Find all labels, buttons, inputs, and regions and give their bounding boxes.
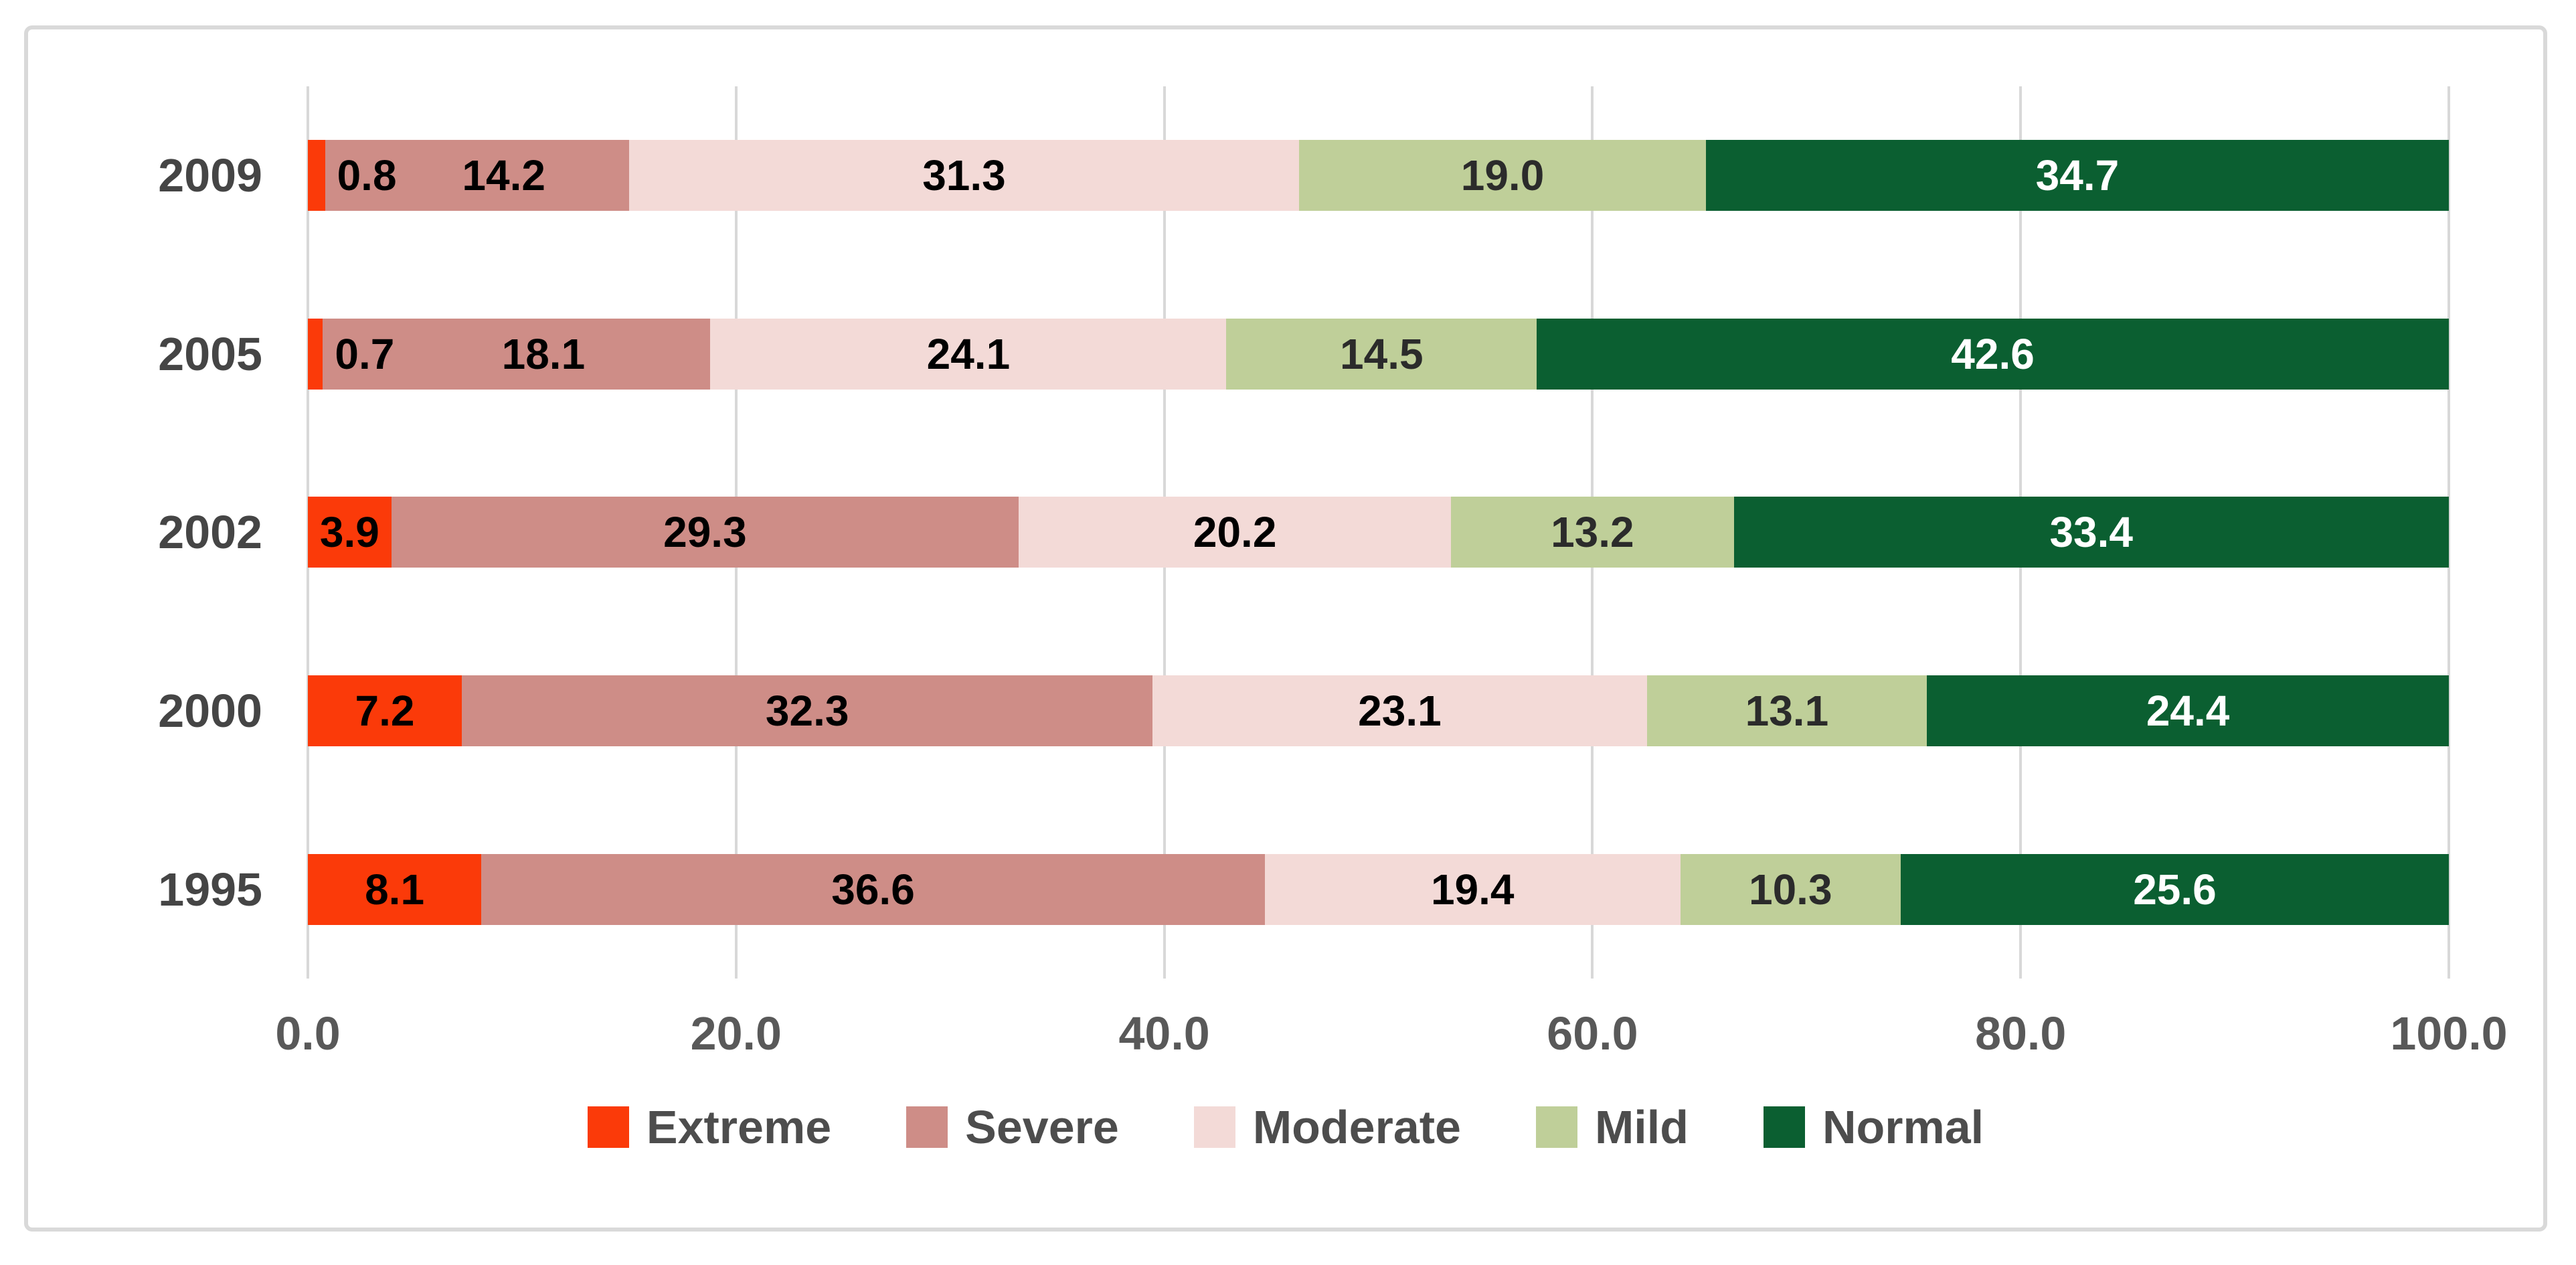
bar-segment-extreme: 7.2 bbox=[308, 675, 462, 747]
category-label: 2002 bbox=[158, 506, 262, 559]
data-label: 14.2 bbox=[462, 151, 545, 200]
legend-item-extreme: Extreme bbox=[587, 1100, 832, 1154]
data-label: 20.2 bbox=[1193, 508, 1277, 557]
category-label: 2009 bbox=[158, 149, 262, 202]
bar-segment-moderate: 24.1 bbox=[710, 318, 1227, 390]
bar-segment-moderate: 23.1 bbox=[1152, 675, 1647, 747]
legend-marker-icon bbox=[587, 1106, 629, 1148]
data-label: 24.4 bbox=[2146, 687, 2230, 736]
data-label: 10.3 bbox=[1748, 865, 1832, 914]
legend-item-normal: Normal bbox=[1763, 1100, 1984, 1154]
gridline bbox=[2448, 86, 2450, 979]
bar-segment-mild: 10.3 bbox=[1680, 853, 1901, 925]
bar-row: 0.8 14.2 31.3 19.0 34.7 bbox=[308, 86, 2449, 265]
data-label: 42.6 bbox=[1951, 329, 2035, 378]
data-label: 19.4 bbox=[1430, 865, 1515, 914]
axis-tick-label: 20.0 bbox=[690, 1007, 782, 1060]
data-label: 0.7 bbox=[335, 329, 395, 378]
category-label: 1995 bbox=[158, 863, 262, 916]
axis-tick-label: 40.0 bbox=[1118, 1007, 1210, 1060]
bar-row: 0.7 18.1 24.1 14.5 42.6 bbox=[308, 265, 2449, 444]
axis-tick-label: 100.0 bbox=[2390, 1007, 2508, 1060]
bar-segment-mild: 13.1 bbox=[1646, 675, 1927, 747]
bar-segment-mild: 13.2 bbox=[1451, 497, 1734, 568]
stacked-bar: 0.8 14.2 31.3 19.0 34.7 bbox=[308, 140, 2449, 212]
stacked-bar: 7.2 32.3 23.1 13.1 24.4 bbox=[308, 675, 2449, 747]
legend-marker-icon bbox=[1763, 1106, 1805, 1148]
legend-label: Moderate bbox=[1252, 1101, 1461, 1153]
legend-label: Mild bbox=[1594, 1101, 1689, 1153]
axis-tick-label: 0.0 bbox=[275, 1007, 341, 1060]
legend-item-severe: Severe bbox=[906, 1100, 1119, 1154]
bar-row: 7.2 32.3 23.1 13.1 24.4 bbox=[308, 622, 2449, 800]
bar-segment-normal: 33.4 bbox=[1733, 497, 2449, 568]
data-label: 33.4 bbox=[2049, 508, 2133, 557]
axis-tick-label: 60.0 bbox=[1547, 1007, 1638, 1060]
legend-marker-icon bbox=[1193, 1106, 1235, 1148]
legend-item-moderate: Moderate bbox=[1193, 1100, 1461, 1154]
data-label: 23.1 bbox=[1358, 687, 1442, 736]
legend-marker-icon bbox=[1535, 1106, 1577, 1148]
data-label: 7.2 bbox=[355, 687, 415, 736]
bar-segment-normal: 42.6 bbox=[1537, 318, 2449, 390]
axis-tick-label: 80.0 bbox=[1975, 1007, 2067, 1060]
data-label: 25.6 bbox=[2133, 865, 2217, 914]
legend-item-mild: Mild bbox=[1535, 1100, 1689, 1154]
bar-segment-mild: 14.5 bbox=[1226, 318, 1537, 390]
legend-label: Severe bbox=[965, 1101, 1119, 1153]
data-label: 24.1 bbox=[926, 329, 1011, 378]
bar-segment-severe: 36.6 bbox=[481, 853, 1265, 925]
bar-segment-mild: 19.0 bbox=[1299, 140, 1706, 212]
legend: Extreme Severe Moderate Mild Normal bbox=[28, 1100, 2543, 1154]
bar-segment-severe: 29.3 bbox=[391, 497, 1019, 568]
data-label: 13.1 bbox=[1745, 687, 1829, 736]
bar-segment-severe: 18.1 bbox=[323, 318, 711, 390]
data-label: 14.5 bbox=[1340, 329, 1424, 378]
bar-segment-moderate: 19.4 bbox=[1264, 853, 1681, 925]
data-label: 31.3 bbox=[922, 151, 1006, 200]
data-label: 8.1 bbox=[365, 865, 425, 914]
data-label: 36.6 bbox=[831, 865, 915, 914]
bar-segment-extreme: 0.7 bbox=[308, 318, 394, 390]
bar-segment-moderate: 31.3 bbox=[628, 140, 1300, 212]
bar-segment-extreme: 8.1 bbox=[308, 853, 482, 925]
bar-row: 3.9 29.3 20.2 13.2 33.4 bbox=[308, 443, 2449, 622]
legend-marker-icon bbox=[906, 1106, 948, 1148]
bar-row: 8.1 36.6 19.4 10.3 25.6 bbox=[308, 800, 2449, 979]
plot-area: 0.8 14.2 31.3 19.0 34.7 0.7 18.1 24.1 14.5 42.6 3.… bbox=[307, 86, 2450, 979]
data-label: 18.1 bbox=[501, 329, 586, 378]
bar-segment-moderate: 20.2 bbox=[1019, 497, 1452, 568]
bar-segment-normal: 25.6 bbox=[1901, 853, 2449, 925]
stacked-bar: 0.7 18.1 24.1 14.5 42.6 bbox=[308, 318, 2449, 390]
bar-segment-severe: 14.2 bbox=[325, 140, 629, 212]
data-label: 34.7 bbox=[2035, 151, 2120, 200]
legend-label: Normal bbox=[1822, 1101, 1984, 1153]
category-label: 2000 bbox=[158, 685, 262, 738]
data-label: 32.3 bbox=[765, 687, 849, 736]
bar-segment-normal: 34.7 bbox=[1705, 140, 2449, 212]
stacked-bar: 3.9 29.3 20.2 13.2 33.4 bbox=[308, 497, 2449, 568]
bar-segment-extreme: 3.9 bbox=[308, 497, 392, 568]
data-label: 13.2 bbox=[1551, 508, 1634, 557]
category-label: 2005 bbox=[158, 327, 262, 380]
stacked-bar: 8.1 36.6 19.4 10.3 25.6 bbox=[308, 853, 2449, 925]
data-label: 3.9 bbox=[319, 508, 379, 557]
bar-segment-extreme: 0.8 bbox=[308, 140, 397, 212]
legend-label: Extreme bbox=[646, 1101, 832, 1153]
chart-frame: 0.8 14.2 31.3 19.0 34.7 0.7 18.1 24.1 14.5 42.6 3.… bbox=[24, 25, 2547, 1232]
data-label: 0.8 bbox=[337, 151, 397, 200]
bar-segment-normal: 24.4 bbox=[1927, 675, 2449, 747]
data-label: 29.3 bbox=[663, 508, 747, 557]
bar-segment-severe: 32.3 bbox=[462, 675, 1153, 747]
data-label: 19.0 bbox=[1460, 151, 1545, 200]
